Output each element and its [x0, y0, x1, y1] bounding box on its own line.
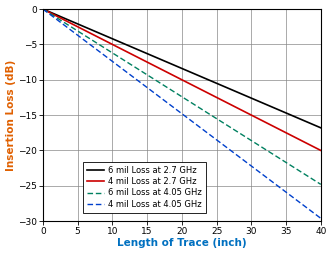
- Line: 4 mil Loss at 4.05 GHz: 4 mil Loss at 4.05 GHz: [43, 9, 321, 218]
- 4 mil Loss at 4.05 GHz: [173, 107, 177, 110]
- 4 mil Loss at 2.7 GHz: [206, 92, 210, 95]
- Legend: 6 mil Loss at 2.7 GHz, 4 mil Loss at 2.7 GHz, 6 mil Loss at 4.05 GHz, 4 mil Loss: 6 mil Loss at 2.7 GHz, 4 mil Loss at 2.7…: [83, 162, 206, 213]
- 6 mil Loss at 2.7 GHz: [312, 123, 316, 126]
- 6 mil Loss at 4.05 GHz: [173, 91, 177, 94]
- 4 mil Loss at 4.05 GHz: [41, 8, 45, 11]
- 6 mil Loss at 4.05 GHz: [191, 102, 195, 105]
- 4 mil Loss at 2.7 GHz: [173, 75, 177, 78]
- 4 mil Loss at 4.05 GHz: [191, 121, 195, 124]
- 6 mil Loss at 2.7 GHz: [191, 72, 195, 75]
- 6 mil Loss at 4.05 GHz: [269, 151, 273, 154]
- 4 mil Loss at 4.05 GHz: [206, 132, 210, 135]
- Line: 4 mil Loss at 2.7 GHz: 4 mil Loss at 2.7 GHz: [43, 9, 321, 150]
- Y-axis label: Insertion Loss (dB): Insertion Loss (dB): [6, 59, 16, 171]
- 4 mil Loss at 2.7 GHz: [312, 146, 316, 149]
- 4 mil Loss at 2.7 GHz: [269, 123, 273, 126]
- 6 mil Loss at 4.05 GHz: [319, 183, 323, 186]
- 6 mil Loss at 2.7 GHz: [206, 78, 210, 81]
- 4 mil Loss at 2.7 GHz: [319, 149, 323, 152]
- 6 mil Loss at 2.7 GHz: [173, 64, 177, 67]
- Line: 6 mil Loss at 4.05 GHz: 6 mil Loss at 4.05 GHz: [43, 9, 321, 184]
- 4 mil Loss at 4.05 GHz: [269, 179, 273, 182]
- 4 mil Loss at 4.05 GHz: [175, 108, 179, 111]
- 4 mil Loss at 4.05 GHz: [319, 217, 323, 220]
- 6 mil Loss at 4.05 GHz: [312, 179, 316, 182]
- 4 mil Loss at 2.7 GHz: [175, 75, 179, 78]
- Line: 6 mil Loss at 2.7 GHz: 6 mil Loss at 2.7 GHz: [43, 9, 321, 128]
- 6 mil Loss at 2.7 GHz: [319, 126, 323, 129]
- 6 mil Loss at 2.7 GHz: [269, 105, 273, 108]
- 6 mil Loss at 2.7 GHz: [175, 65, 179, 68]
- 4 mil Loss at 2.7 GHz: [191, 84, 195, 87]
- 6 mil Loss at 4.05 GHz: [175, 92, 179, 95]
- X-axis label: Length of Trace (inch): Length of Trace (inch): [117, 239, 247, 248]
- 4 mil Loss at 2.7 GHz: [41, 8, 45, 11]
- 6 mil Loss at 2.7 GHz: [41, 8, 45, 11]
- 6 mil Loss at 4.05 GHz: [206, 112, 210, 115]
- 6 mil Loss at 4.05 GHz: [41, 8, 45, 11]
- 4 mil Loss at 4.05 GHz: [312, 212, 316, 215]
